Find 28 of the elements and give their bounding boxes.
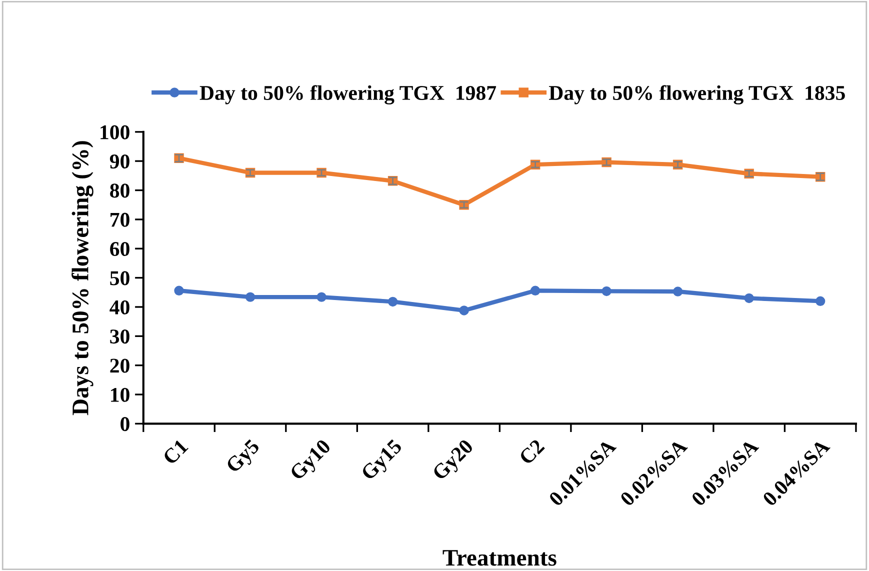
point [245, 292, 256, 302]
point [530, 286, 540, 296]
y-tick-label: 50 [110, 271, 130, 286]
legend-label: Day to 50% flowering TGX 1835 [549, 85, 845, 104]
point [744, 293, 754, 304]
y-axis-title: Days to 50% flowering (%) [72, 141, 94, 416]
y-tick-label: 60 [110, 242, 130, 256]
point [459, 306, 469, 316]
x-tick-label: Gy5 [225, 438, 264, 476]
legend-label: Day to 50% flowering TGX 1987 [200, 85, 496, 104]
point [815, 296, 826, 306]
point [388, 296, 398, 307]
point [316, 292, 326, 302]
y-tick-label: 0 [120, 417, 130, 432]
y-tick-label: 30 [110, 330, 130, 344]
y-tick-label: 10 [111, 388, 130, 402]
x-tick-label: C2 [518, 438, 546, 466]
y-tick-label: 80 [110, 184, 130, 198]
point [174, 286, 184, 296]
point [672, 286, 683, 296]
y-tick-label: 20 [110, 358, 130, 373]
y-tick-label: 90 [110, 154, 130, 169]
point [602, 286, 612, 296]
x-tick-label: C1 [162, 438, 189, 466]
x-axis-title: Treatments [442, 550, 556, 566]
y-tick-label: 70 [110, 212, 130, 227]
y-tick-label: 100 [100, 125, 130, 140]
y-tick-label: 40 [110, 300, 130, 314]
